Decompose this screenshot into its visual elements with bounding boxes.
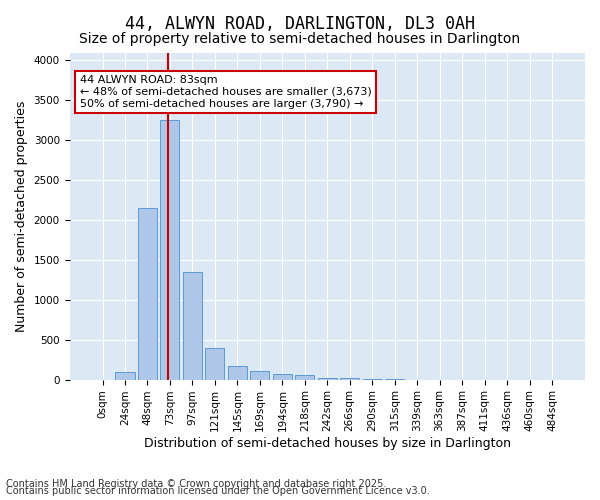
Bar — [205, 348, 224, 380]
Text: Size of property relative to semi-detached houses in Darlington: Size of property relative to semi-detach… — [79, 32, 521, 46]
X-axis label: Distribution of semi-detached houses by size in Darlington: Distribution of semi-detached houses by … — [144, 437, 511, 450]
Bar — [250, 371, 269, 380]
Bar — [138, 208, 157, 380]
Bar — [295, 375, 314, 380]
Text: 44 ALWYN ROAD: 83sqm
← 48% of semi-detached houses are smaller (3,673)
50% of se: 44 ALWYN ROAD: 83sqm ← 48% of semi-detac… — [80, 76, 371, 108]
Text: Contains HM Land Registry data © Crown copyright and database right 2025.: Contains HM Land Registry data © Crown c… — [6, 479, 386, 489]
Text: 44, ALWYN ROAD, DARLINGTON, DL3 0AH: 44, ALWYN ROAD, DARLINGTON, DL3 0AH — [125, 15, 475, 33]
Bar — [273, 374, 292, 380]
Bar — [115, 372, 134, 380]
Bar — [160, 120, 179, 380]
Text: Contains public sector information licensed under the Open Government Licence v3: Contains public sector information licen… — [6, 486, 430, 496]
Bar — [183, 272, 202, 380]
Bar — [318, 378, 337, 380]
Bar — [228, 366, 247, 380]
Y-axis label: Number of semi-detached properties: Number of semi-detached properties — [15, 100, 28, 332]
Bar — [340, 378, 359, 380]
